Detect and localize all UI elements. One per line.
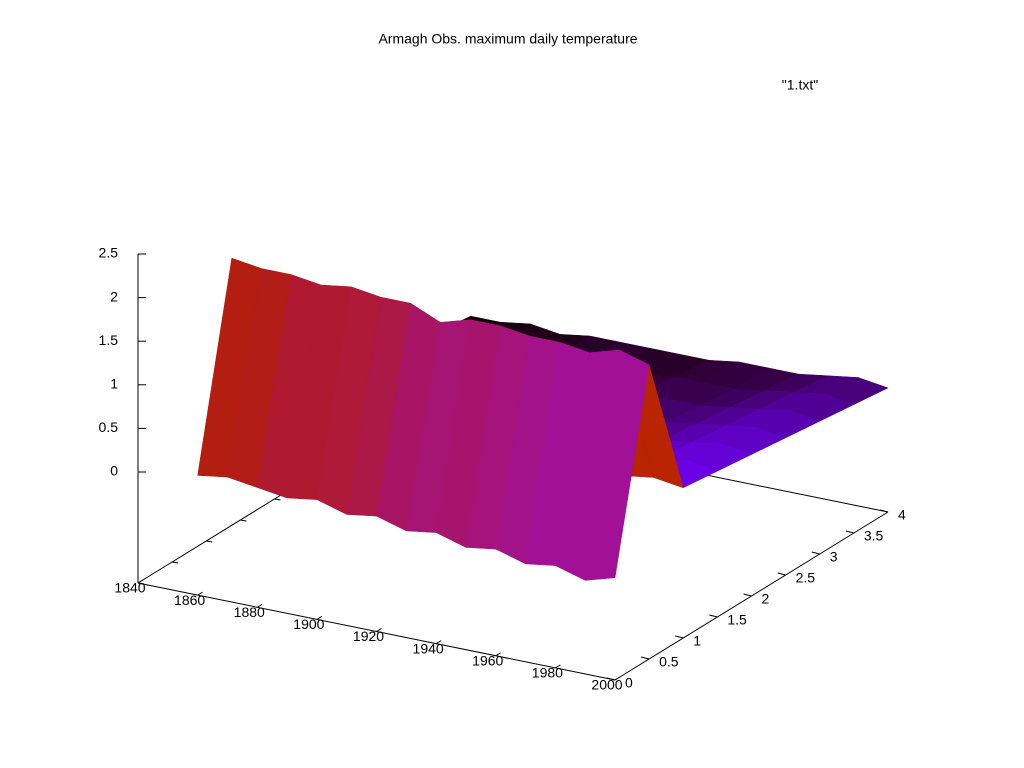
y-tick-label: 4	[898, 507, 906, 523]
tick-mark	[274, 498, 281, 501]
legend-entry: "1.txt"	[782, 77, 818, 93]
z-tick-label: 1.5	[99, 332, 119, 348]
surface-patch	[584, 349, 650, 581]
tick-mark	[614, 676, 621, 681]
x-tick-label: 1840	[114, 580, 145, 596]
tick-mark	[641, 656, 650, 660]
tick-mark	[555, 664, 561, 669]
tick-mark	[845, 530, 854, 534]
tick-mark	[240, 519, 247, 522]
z-tick-label: 0	[110, 463, 118, 479]
z-tick-label: 0.5	[99, 419, 119, 435]
tick-mark	[495, 652, 502, 657]
y-tick-label: 2	[762, 591, 770, 607]
tick-mark	[811, 551, 820, 555]
tick-mark	[206, 540, 213, 543]
tick-mark	[743, 593, 752, 597]
tick-mark	[256, 603, 263, 608]
tick-mark	[137, 579, 144, 584]
tick-mark	[316, 615, 323, 620]
tick-mark	[709, 614, 718, 618]
tick-mark	[172, 561, 179, 564]
x-tick-label: 1960	[472, 652, 503, 668]
x-tick-label: 1920	[353, 628, 384, 644]
y-tick-label: 3	[830, 549, 838, 565]
y-tick-label: 1.5	[727, 612, 747, 628]
tick-mark	[376, 628, 382, 632]
tick-mark	[137, 582, 145, 585]
z-tick-label: 2.5	[99, 245, 119, 261]
x-tick-label: 1900	[293, 616, 324, 632]
y-tick-label: 3.5	[864, 528, 884, 544]
tick-mark	[879, 509, 889, 513]
z-tick-label: 1	[110, 376, 118, 392]
z-tick-label: 2	[110, 288, 118, 304]
tick-mark	[197, 591, 203, 596]
y-tick-label: 2.5	[796, 570, 816, 586]
tick-mark	[777, 572, 786, 576]
x-tick-label: 1860	[174, 592, 205, 608]
x-tick-label: 1980	[532, 665, 563, 681]
x-tick-label: 2000	[591, 677, 622, 693]
tick-mark	[435, 640, 442, 645]
y-tick-label: 0	[625, 675, 633, 691]
tick-mark	[675, 635, 684, 639]
y-tick-label: 0.5	[659, 654, 679, 670]
x-tick-label: 1880	[234, 604, 265, 620]
x-tick-label: 1940	[413, 640, 444, 656]
chart-title: Armagh Obs. maximum daily temperature	[378, 31, 637, 47]
y-tick-label: 1	[693, 633, 701, 649]
tick-mark	[606, 677, 616, 681]
